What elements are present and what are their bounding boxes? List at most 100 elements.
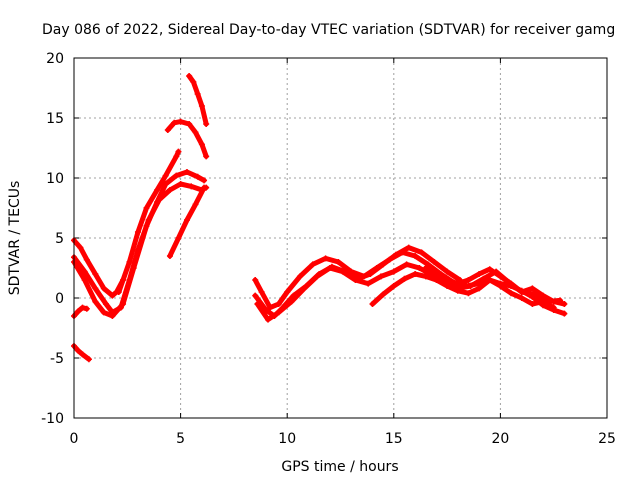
grid-lines	[74, 58, 607, 418]
data-point	[183, 169, 190, 175]
data-point	[186, 121, 193, 127]
series-trace	[165, 119, 209, 159]
y-tick-labels: -10 -5 0 5 10 15 20	[41, 51, 64, 427]
data-point	[392, 251, 399, 258]
data-point	[339, 268, 346, 275]
data-point	[192, 201, 199, 208]
data-point	[83, 305, 90, 312]
data-point	[85, 356, 92, 363]
data-point	[390, 268, 397, 275]
data-point	[192, 129, 199, 136]
x-tick-label: 10	[278, 431, 296, 447]
data-point	[369, 301, 376, 307]
data-point	[486, 277, 493, 283]
data-point	[175, 235, 182, 241]
data-point	[508, 280, 515, 287]
data-point	[314, 273, 321, 280]
chart-title: Day 086 of 2022, Sidereal Day-to-day VTE…	[42, 22, 615, 38]
data-point	[284, 289, 291, 295]
y-tick-label: -5	[50, 351, 64, 367]
data-point	[166, 253, 173, 259]
y-tick-label: 0	[55, 291, 64, 307]
data-point	[154, 187, 161, 193]
data-point	[296, 273, 303, 280]
data-point	[288, 298, 295, 305]
series-sat-d	[115, 148, 182, 295]
series-sat-l	[254, 261, 564, 323]
data-point	[431, 259, 438, 265]
data-point	[550, 304, 557, 311]
data-point	[198, 103, 205, 109]
x-tick-label: 25	[598, 431, 616, 447]
data-point	[100, 309, 107, 316]
x-tick-labels: 0 5 10 15 20 25	[70, 431, 616, 447]
data-point	[561, 301, 568, 307]
data-point	[79, 351, 86, 358]
data-point	[540, 292, 547, 299]
data-point	[412, 253, 419, 259]
data-point	[416, 265, 423, 271]
data-point	[177, 118, 184, 125]
data-point	[252, 277, 259, 283]
data-point	[444, 283, 451, 289]
data-point	[173, 172, 180, 179]
data-point	[422, 265, 429, 271]
data-point	[92, 285, 99, 292]
data-point	[126, 259, 133, 265]
data-point	[380, 291, 387, 298]
data-point	[154, 199, 161, 205]
y-tick-label: -10	[41, 411, 64, 427]
data-point	[403, 261, 410, 268]
x-tick-label: 0	[70, 431, 79, 447]
series-sat-i	[166, 184, 208, 259]
data-point	[561, 310, 568, 317]
data-point	[115, 289, 122, 295]
data-point	[166, 187, 173, 193]
data-point	[275, 309, 282, 316]
data-point	[134, 229, 141, 235]
data-point	[422, 273, 429, 280]
data-point	[476, 271, 483, 277]
plot-frame	[73, 57, 608, 419]
y-tick-label: 20	[46, 51, 64, 67]
data-point	[201, 184, 208, 191]
data-point	[258, 289, 265, 295]
data-point	[203, 121, 210, 127]
data-point	[390, 283, 397, 289]
data-point	[365, 280, 372, 287]
data-point	[183, 217, 190, 223]
data-point	[465, 277, 472, 283]
data-point	[92, 298, 99, 305]
data-point	[130, 265, 137, 271]
data-point	[162, 172, 169, 179]
data-point	[92, 271, 99, 277]
data-point	[508, 290, 515, 297]
series-sat-n	[422, 265, 568, 307]
data-point	[75, 347, 82, 354]
x-axis-label: GPS time / hours	[281, 459, 398, 475]
data-point	[467, 283, 474, 289]
data-point	[102, 301, 109, 307]
data-point	[120, 301, 127, 307]
data-point	[109, 313, 116, 319]
data-point	[143, 205, 150, 211]
series-trace	[116, 149, 181, 295]
data-point	[81, 268, 88, 275]
data-point	[405, 244, 412, 251]
series-sat-g	[164, 118, 210, 160]
data-point	[480, 275, 487, 282]
data-point	[254, 301, 261, 307]
data-point	[486, 266, 493, 273]
data-point	[497, 273, 504, 280]
data-point	[444, 268, 451, 275]
data-point	[335, 259, 342, 265]
data-point	[418, 249, 425, 256]
data-point	[83, 256, 90, 263]
data-point	[186, 73, 193, 79]
data-point	[188, 183, 195, 190]
data-point	[194, 173, 201, 180]
y-tick-label: 10	[46, 171, 64, 187]
data-point	[476, 285, 483, 292]
x-tick-label: 15	[385, 431, 403, 447]
